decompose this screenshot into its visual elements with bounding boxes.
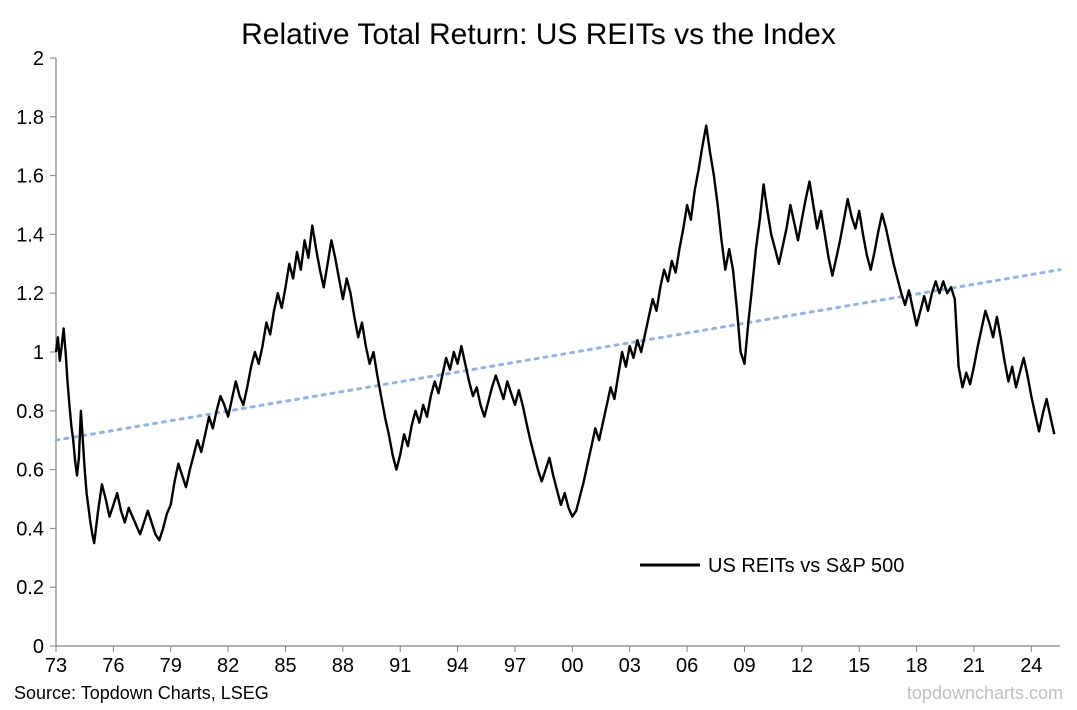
svg-text:2: 2 — [33, 48, 44, 70]
svg-text:09: 09 — [733, 655, 755, 677]
watermark: topdowncharts.com — [907, 683, 1063, 704]
svg-text:15: 15 — [848, 655, 870, 677]
svg-text:1: 1 — [33, 342, 44, 364]
svg-text:0.8: 0.8 — [16, 401, 44, 423]
chart-container: Relative Total Return: US REITs vs the I… — [0, 0, 1077, 710]
svg-text:1.8: 1.8 — [16, 107, 44, 129]
svg-text:76: 76 — [102, 655, 124, 677]
svg-text:0.2: 0.2 — [16, 577, 44, 599]
svg-text:94: 94 — [446, 655, 468, 677]
source-text: Source: Topdown Charts, LSEG — [14, 683, 269, 704]
svg-text:24: 24 — [1020, 655, 1042, 677]
svg-text:1.2: 1.2 — [16, 283, 44, 305]
svg-text:18: 18 — [905, 655, 927, 677]
svg-text:82: 82 — [217, 655, 239, 677]
svg-text:97: 97 — [504, 655, 526, 677]
svg-text:85: 85 — [274, 655, 296, 677]
svg-text:0: 0 — [33, 636, 44, 658]
chart-svg: 0 0.2 0.4 0.6 0.8 1 1.2 1.4 1.6 1.8 2 73 76 79 82 85 88 9… — [0, 0, 1077, 710]
svg-text:12: 12 — [791, 655, 813, 677]
svg-text:1.6: 1.6 — [16, 166, 44, 188]
svg-text:1.4: 1.4 — [16, 224, 44, 246]
svg-text:91: 91 — [389, 655, 411, 677]
svg-text:US REITs vs S&P 500: US REITs vs S&P 500 — [708, 555, 904, 577]
svg-text:79: 79 — [160, 655, 182, 677]
svg-text:03: 03 — [619, 655, 641, 677]
svg-text:06: 06 — [676, 655, 698, 677]
svg-text:88: 88 — [332, 655, 354, 677]
svg-text:0.4: 0.4 — [16, 518, 44, 540]
svg-text:00: 00 — [561, 655, 583, 677]
svg-text:21: 21 — [963, 655, 985, 677]
svg-text:0.6: 0.6 — [16, 460, 44, 482]
svg-text:73: 73 — [45, 655, 67, 677]
